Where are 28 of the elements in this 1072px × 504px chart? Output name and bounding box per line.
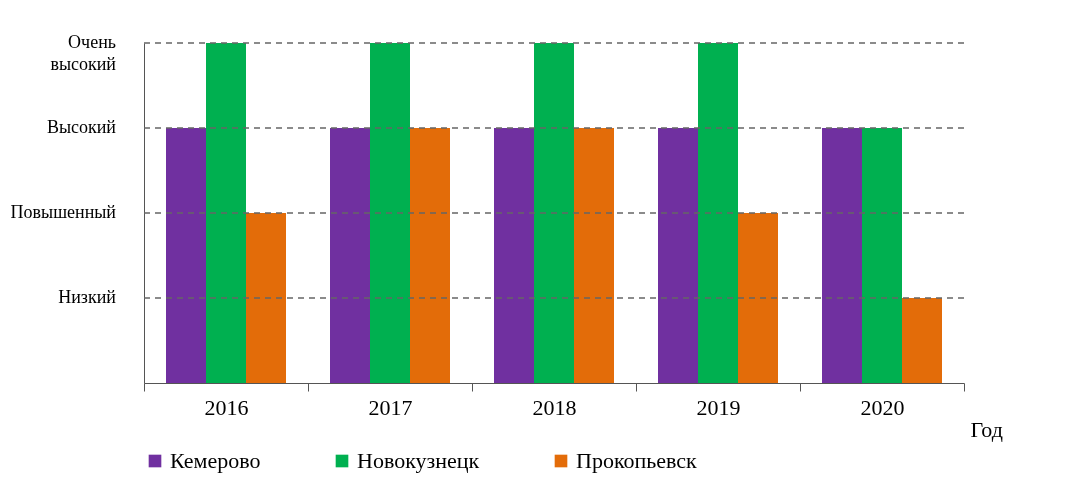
bar	[822, 128, 862, 383]
bar	[494, 128, 534, 383]
x-tick-label: 2016	[204, 394, 249, 420]
x-axis-title: Год	[970, 416, 1003, 442]
legend-label: Кемерово	[170, 448, 261, 473]
legend-label: Новокузнецк	[357, 448, 480, 473]
x-tick-label: 2020	[860, 394, 905, 420]
ref-line-label: Низкий	[58, 287, 117, 307]
bar	[166, 128, 206, 383]
bar	[206, 43, 246, 383]
bar	[370, 43, 410, 383]
bar	[902, 298, 942, 383]
bar	[698, 43, 738, 383]
legend-label: Прокопьевск	[576, 448, 698, 473]
x-tick-label: 2017	[368, 394, 413, 420]
bar	[534, 43, 574, 383]
bar	[574, 128, 614, 383]
bar	[246, 213, 286, 383]
bar	[862, 128, 902, 383]
ref-line-label: Повышенный	[10, 202, 117, 222]
x-tick-label: 2018	[532, 394, 577, 420]
ref-line-label: Высокий	[46, 117, 117, 137]
bar	[738, 213, 778, 383]
ref-line-label: Очень высокий	[50, 32, 117, 74]
bar	[410, 128, 450, 383]
bar	[658, 128, 698, 383]
bar	[330, 128, 370, 383]
x-tick-label: 2019	[696, 394, 741, 420]
